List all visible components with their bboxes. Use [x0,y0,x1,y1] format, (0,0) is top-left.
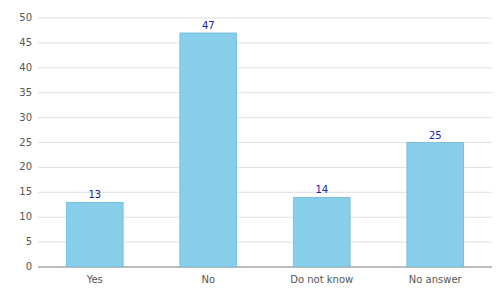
y-tick-label: 45 [19,37,32,48]
data-label: 13 [88,189,101,200]
grid-line [38,18,492,19]
x-tick-label: No answer [409,274,463,285]
y-tick-label: 0 [26,261,32,272]
grid-line [38,117,492,118]
bar [293,197,350,267]
x-tick-label: Yes [86,274,103,285]
chart-svg: 0 5 10 15 20 25 30 35 40 45 50 13 47 14 25 Yes No Do not … [0,0,504,295]
chart-container: 0 5 10 15 20 25 30 35 40 45 50 13 47 14 25 Yes No Do not … [0,0,504,295]
y-tick-label: 10 [19,211,32,222]
y-tick-label: 40 [19,62,32,73]
y-tick-label: 15 [19,186,32,197]
y-tick-label: 25 [19,137,32,148]
bar [180,33,237,267]
y-tick-label: 30 [19,112,32,123]
grid-line [38,67,492,68]
bars [66,33,463,267]
y-axis: 0 5 10 15 20 25 30 35 40 45 50 [19,12,492,272]
data-labels: 13 47 14 25 [88,20,441,200]
grid-line [38,42,492,43]
x-tick-label: Do not know [290,274,353,285]
background [0,0,504,295]
y-tick-label: 35 [19,87,32,98]
grid-line [38,92,492,93]
bar [407,143,464,268]
y-tick-label: 20 [19,161,32,172]
x-axis: Yes No Do not know No answer [86,274,463,285]
x-tick-label: No [201,274,215,285]
y-tick-label: 5 [26,236,32,247]
y-tick-label: 50 [19,12,32,23]
data-label: 47 [202,20,215,31]
data-label: 25 [429,130,442,141]
bar [66,202,123,267]
data-label: 14 [315,184,328,195]
